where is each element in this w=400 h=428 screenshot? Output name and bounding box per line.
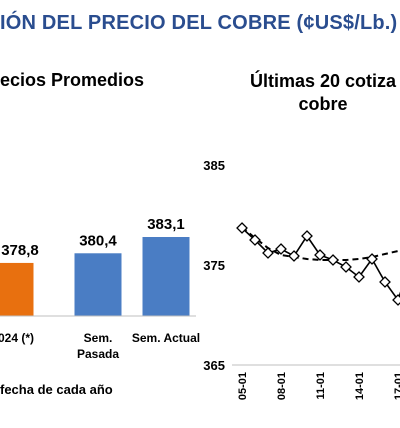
line-chart-title-line-2: cobre <box>298 94 348 114</box>
y-tick-label: 385 <box>203 158 225 173</box>
price-point <box>353 271 365 283</box>
bar-chart-title: ecios Promedios <box>0 70 145 90</box>
price-point <box>288 250 300 262</box>
price-point <box>327 254 339 266</box>
y-tick-label: 375 <box>203 258 225 273</box>
x-tick-label: 08-01 <box>276 372 288 400</box>
footnote: fecha de cada año <box>0 382 113 397</box>
page-title: IÓN DEL PRECIO DEL COBRE (¢US$/Lb.) <box>0 12 398 34</box>
bar <box>142 237 190 316</box>
price-point <box>301 230 313 242</box>
bar <box>74 253 122 316</box>
y-tick-label: 365 <box>203 358 225 373</box>
bar <box>0 262 34 316</box>
price-line <box>241 227 400 302</box>
bar-category-label: 024 (*) <box>0 331 34 345</box>
bar-value-label: 383,1 <box>147 216 185 233</box>
price-point <box>275 243 287 255</box>
line-chart-title: Últimas 20 cotiza cobre <box>228 70 400 116</box>
trend-line <box>241 226 400 261</box>
bar-category-label: Pasada <box>77 347 119 361</box>
bar-value-label: 380,4 <box>79 232 117 249</box>
x-tick-label: 05-01 <box>237 372 249 400</box>
x-tick-label: 17-01 <box>393 372 400 400</box>
bar-chart: 378,8 024 (*) 380,4 Sem. Pasada 383,1 Sem. Act… <box>0 216 200 361</box>
x-tick-label: 14-01 <box>354 372 366 400</box>
x-tick-label: 11-01 <box>315 372 327 400</box>
bar-category-label: Sem. <box>84 331 113 345</box>
bar-category-label: Sem. Actual <box>132 331 200 345</box>
price-point <box>314 249 326 261</box>
price-point <box>262 247 274 259</box>
price-point <box>366 253 378 265</box>
price-point <box>379 276 391 288</box>
price-point <box>236 222 248 234</box>
line-chart-title-line-1: Últimas 20 cotiza <box>249 71 397 91</box>
price-point <box>249 234 261 246</box>
bar-value-label: 378,8 <box>1 242 39 259</box>
price-point <box>392 294 400 306</box>
price-point <box>340 261 352 273</box>
